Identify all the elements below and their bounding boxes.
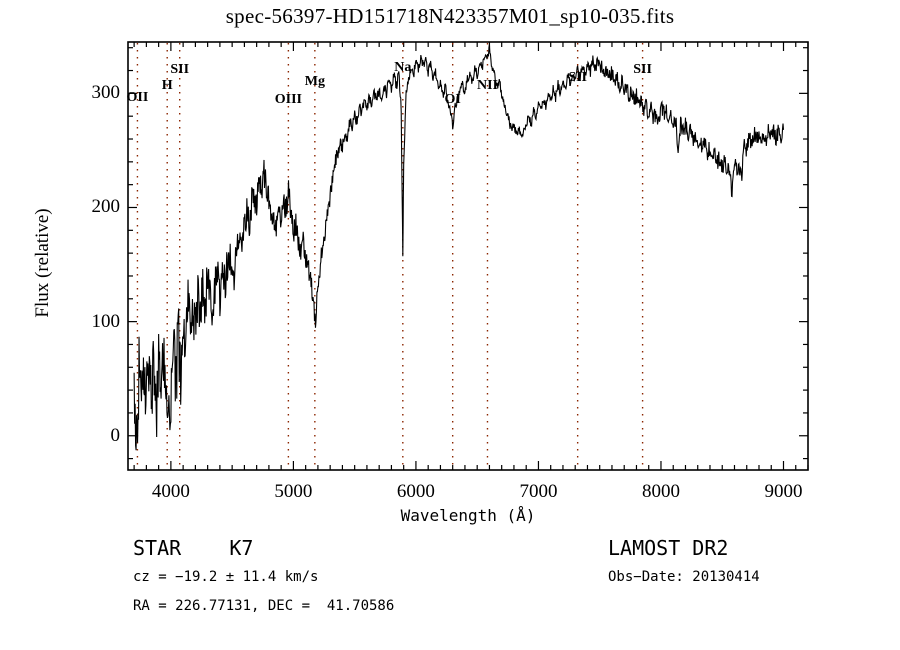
line-label-sii-4072: SII [170, 62, 190, 77]
x-tick-label-7000: 7000 [519, 481, 558, 502]
metadata-left-block: STAR K7 cz = −19.2 ± 11.4 km/s RA = 226.… [133, 533, 563, 621]
x-tick-label-5000: 5000 [274, 481, 313, 502]
coordinates-line: RA = 226.77131, DEC = 41.70586 [133, 598, 395, 614]
x-tick-label-8000: 8000 [641, 481, 680, 502]
x-tick-label-4000: 4000 [151, 481, 190, 502]
line-label-na-5893: Na [394, 60, 412, 75]
y-tick-label-200: 200 [91, 196, 121, 218]
line-label-sii-7320: SII [568, 70, 587, 85]
object-class-line: STAR K7 [133, 536, 254, 560]
line-label-h-3970: H [161, 78, 173, 93]
line-label-mg-5175: Mg [304, 74, 325, 89]
x-axis-title: Wavelength (Å) [400, 506, 536, 525]
y-tick-label-300: 300 [91, 82, 121, 104]
radial-velocity-line: cz = −19.2 ± 11.4 km/s [133, 569, 319, 585]
survey-name: LAMOST DR2 [608, 536, 729, 560]
plot-frame [127, 41, 809, 471]
observation-date-line: Obs−Date: 20130414 [608, 569, 760, 585]
axis-minor-ticks [128, 42, 809, 470]
axis-major-ticks [128, 42, 808, 470]
x-tick-label-6000: 6000 [396, 481, 435, 502]
emission-line-markers [136, 43, 644, 469]
line-label-sii-7850: SII [633, 62, 652, 77]
page-title: spec-56397-HD151718N423357M01_sp10-035.f… [225, 4, 675, 28]
spectrum-trace [133, 44, 785, 451]
metadata-right-block: LAMOST DR2 Obs−Date: 20130414 [608, 533, 888, 592]
line-label-oi-6300: OI [444, 92, 461, 107]
y-tick-label-0: 0 [110, 424, 121, 446]
y-tick-label-100: 100 [91, 310, 121, 332]
y-axis-title: Flux (relative) [32, 208, 53, 318]
line-label-nii-6584: NII [476, 78, 498, 93]
line-label-oiii-4959: OIII [274, 92, 302, 107]
line-label-oii-3727: OII [126, 90, 149, 105]
x-tick-label-9000: 9000 [764, 481, 803, 502]
